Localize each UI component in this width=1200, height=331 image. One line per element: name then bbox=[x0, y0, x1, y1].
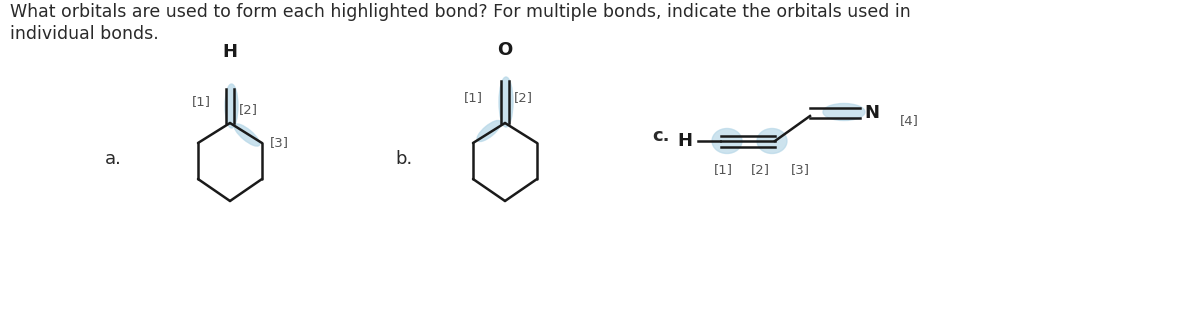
Text: O: O bbox=[497, 41, 512, 59]
Text: [2]: [2] bbox=[239, 104, 258, 117]
Ellipse shape bbox=[476, 120, 502, 142]
Text: [1]: [1] bbox=[714, 163, 732, 176]
Ellipse shape bbox=[226, 84, 238, 128]
Text: [2]: [2] bbox=[750, 163, 769, 176]
Ellipse shape bbox=[757, 128, 787, 154]
Text: [1]: [1] bbox=[192, 96, 211, 109]
Text: c.: c. bbox=[652, 127, 670, 145]
Text: [1]: [1] bbox=[464, 91, 482, 105]
Text: [3]: [3] bbox=[270, 136, 289, 150]
Ellipse shape bbox=[823, 104, 865, 120]
Text: b.: b. bbox=[395, 150, 413, 168]
Text: [4]: [4] bbox=[900, 115, 919, 127]
Text: H: H bbox=[677, 132, 692, 150]
Text: What orbitals are used to form each highlighted bond? For multiple bonds, indica: What orbitals are used to form each high… bbox=[10, 3, 911, 21]
Ellipse shape bbox=[234, 124, 259, 146]
Text: H: H bbox=[222, 43, 238, 61]
Text: N: N bbox=[864, 104, 878, 122]
Ellipse shape bbox=[712, 128, 742, 154]
Text: [2]: [2] bbox=[514, 91, 533, 105]
Text: [3]: [3] bbox=[791, 163, 810, 176]
Text: individual bonds.: individual bonds. bbox=[10, 25, 158, 43]
Ellipse shape bbox=[499, 77, 514, 127]
Text: a.: a. bbox=[106, 150, 122, 168]
